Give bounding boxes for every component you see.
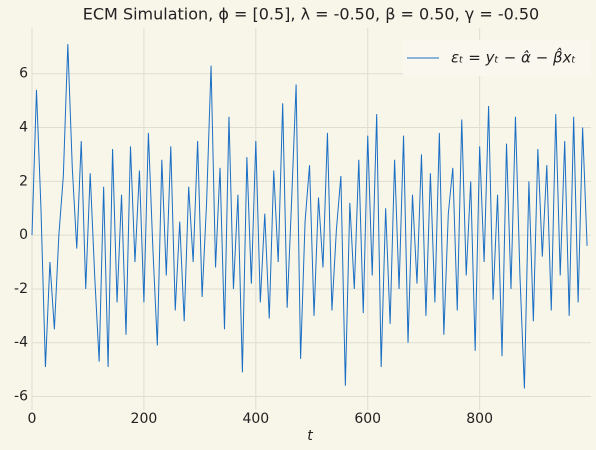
x-tick-label: 400 (242, 411, 269, 427)
x-axis-label: t (307, 428, 313, 444)
chart-title: ECM Simulation, ϕ = [0.5], λ = -0.50, β … (83, 5, 539, 24)
y-tick-label: 4 (19, 120, 28, 136)
y-tick-label: 0 (19, 227, 28, 243)
y-tick-label: -2 (14, 281, 28, 297)
y-tick-label: 2 (19, 173, 28, 189)
x-tick-label: 0 (28, 411, 37, 427)
data-line (31, 44, 588, 389)
x-tick-label: 200 (131, 411, 158, 427)
y-tick-label: -6 (14, 389, 28, 405)
y-tick-label: -4 (14, 335, 28, 351)
y-tick-label: 6 (19, 66, 28, 82)
x-tick-label: 800 (466, 411, 493, 427)
legend-label: εₜ = yₜ − α̂ − β̂xₜ (451, 47, 576, 67)
x-tick-label: 600 (354, 411, 381, 427)
